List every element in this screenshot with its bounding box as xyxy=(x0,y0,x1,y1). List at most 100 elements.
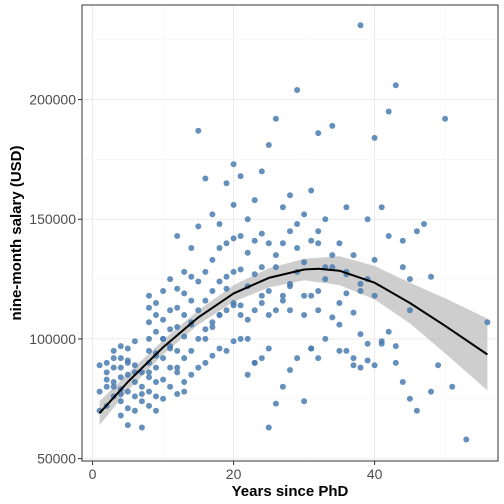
data-point xyxy=(244,371,251,378)
data-point xyxy=(167,343,174,350)
data-point xyxy=(272,115,279,122)
data-point xyxy=(385,328,392,335)
x-tick-label: 0 xyxy=(89,466,97,482)
data-point xyxy=(294,355,301,362)
data-point xyxy=(265,345,272,352)
data-point xyxy=(237,312,244,318)
data-point xyxy=(322,335,329,342)
data-point xyxy=(230,161,237,168)
data-point xyxy=(371,362,378,369)
data-point xyxy=(174,233,181,239)
y-tick-label: 50000 xyxy=(37,451,76,467)
data-point xyxy=(329,264,336,271)
data-point xyxy=(202,297,209,304)
data-point xyxy=(146,388,152,395)
data-point xyxy=(230,302,237,309)
data-point xyxy=(244,249,251,256)
data-point xyxy=(223,307,230,314)
data-point xyxy=(167,307,174,314)
data-point xyxy=(103,359,110,366)
data-point xyxy=(209,324,216,330)
data-point xyxy=(336,300,343,306)
data-point xyxy=(392,343,399,350)
data-point xyxy=(160,395,167,402)
data-point xyxy=(195,127,202,134)
data-point xyxy=(216,221,223,227)
data-point xyxy=(124,388,131,395)
data-point xyxy=(272,307,279,314)
data-point xyxy=(167,326,174,333)
confidence-band xyxy=(99,256,488,426)
data-point xyxy=(174,304,181,311)
data-point xyxy=(96,362,103,369)
data-point xyxy=(371,256,378,263)
data-point xyxy=(138,398,145,405)
data-point xyxy=(160,288,167,294)
x-axis: 0 20 40 xyxy=(89,461,383,482)
data-point xyxy=(308,237,315,244)
data-point xyxy=(244,216,251,223)
data-point xyxy=(315,130,322,137)
data-point xyxy=(174,364,181,371)
data-point xyxy=(117,398,124,405)
data-point xyxy=(146,335,152,342)
data-point xyxy=(160,335,167,342)
data-point xyxy=(258,300,265,306)
data-point xyxy=(202,326,209,333)
data-point xyxy=(96,388,103,395)
data-point xyxy=(167,364,174,371)
confidence-band-layer xyxy=(99,256,488,426)
data-point xyxy=(406,395,413,402)
data-point xyxy=(110,383,117,390)
data-point xyxy=(287,283,293,290)
data-point xyxy=(124,422,131,429)
data-point xyxy=(294,221,301,227)
data-point xyxy=(413,228,420,235)
data-point xyxy=(202,359,209,366)
data-point xyxy=(399,237,406,244)
y-axis-title: nine-month salary (USD) xyxy=(8,145,25,320)
data-point xyxy=(322,216,329,223)
data-point xyxy=(216,245,223,251)
data-point xyxy=(195,364,202,371)
data-point xyxy=(160,316,167,323)
data-point xyxy=(153,393,159,400)
data-point xyxy=(279,292,286,299)
data-point xyxy=(343,204,350,211)
data-point xyxy=(484,319,491,326)
data-point xyxy=(124,371,131,378)
data-point xyxy=(371,134,378,141)
data-point xyxy=(216,278,223,285)
data-point xyxy=(272,252,279,259)
data-point xyxy=(223,180,230,187)
data-point xyxy=(329,314,336,321)
data-point xyxy=(195,335,202,342)
data-point xyxy=(153,379,159,385)
data-point xyxy=(308,345,315,352)
data-point xyxy=(315,228,322,235)
data-point xyxy=(287,228,293,235)
data-point xyxy=(181,355,188,362)
data-point xyxy=(167,276,174,283)
data-point xyxy=(181,333,188,340)
data-point xyxy=(251,359,258,366)
data-point xyxy=(357,364,364,371)
data-point xyxy=(364,357,371,364)
data-point xyxy=(336,347,343,354)
data-point xyxy=(202,268,209,275)
data-point xyxy=(258,355,265,362)
data-point xyxy=(258,264,265,271)
data-point xyxy=(195,278,202,285)
data-point xyxy=(378,340,385,347)
data-point xyxy=(279,204,286,211)
data-point xyxy=(131,338,138,345)
data-point xyxy=(188,297,195,304)
data-point xyxy=(237,266,244,273)
data-point xyxy=(146,369,152,376)
data-point xyxy=(258,168,265,175)
data-point xyxy=(181,290,188,297)
data-point xyxy=(160,355,167,362)
data-point xyxy=(428,273,434,280)
data-point xyxy=(385,233,392,239)
